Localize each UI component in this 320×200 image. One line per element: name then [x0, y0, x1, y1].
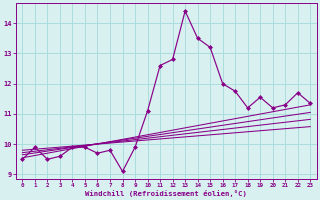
X-axis label: Windchill (Refroidissement éolien,°C): Windchill (Refroidissement éolien,°C) [85, 190, 247, 197]
